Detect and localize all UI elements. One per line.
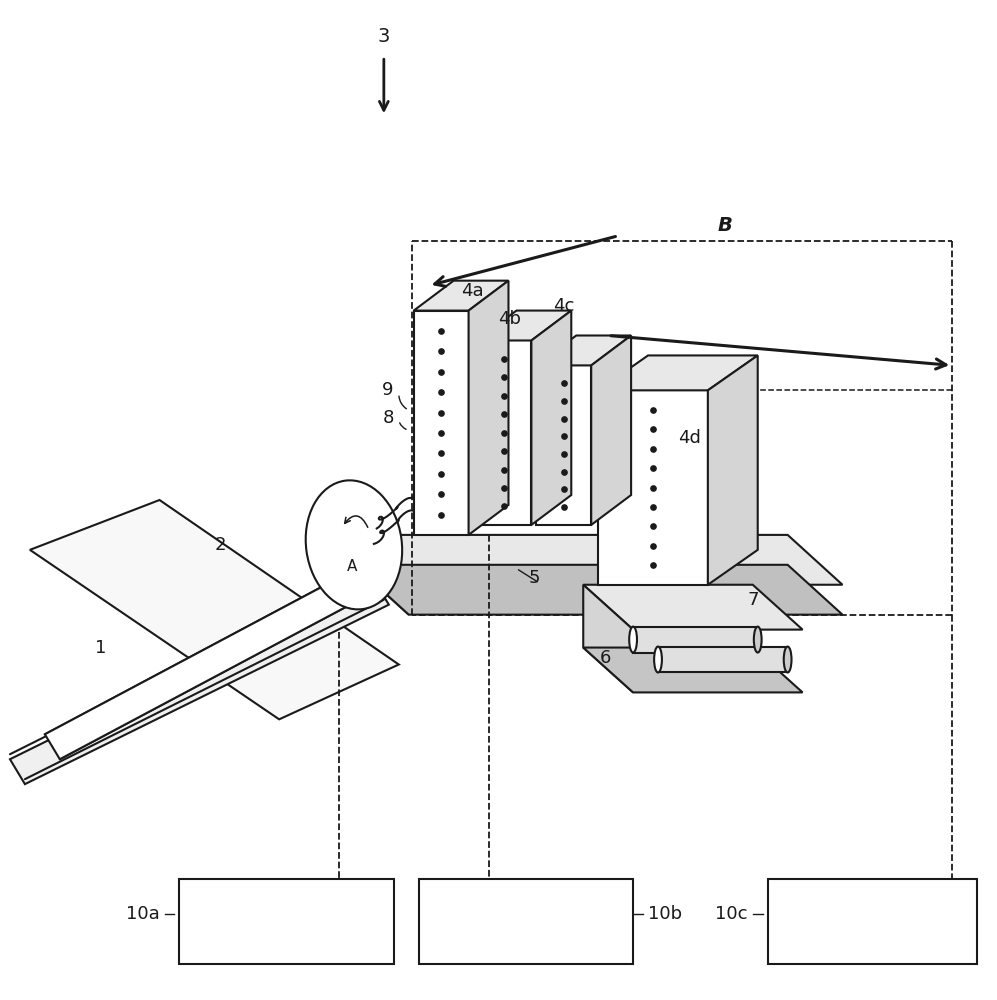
Ellipse shape (629, 627, 637, 653)
Polygon shape (633, 627, 758, 653)
Polygon shape (658, 647, 788, 672)
Polygon shape (30, 500, 399, 719)
Text: 4b: 4b (498, 310, 521, 328)
Polygon shape (477, 340, 531, 525)
Polygon shape (536, 335, 631, 365)
Text: 5: 5 (528, 569, 540, 587)
Polygon shape (708, 355, 758, 585)
Text: 10b: 10b (648, 905, 682, 923)
Text: 8: 8 (383, 409, 394, 427)
Polygon shape (414, 281, 508, 311)
Polygon shape (414, 311, 469, 535)
Text: 4a: 4a (461, 282, 484, 300)
Polygon shape (419, 879, 633, 964)
Ellipse shape (754, 627, 762, 653)
Polygon shape (531, 311, 571, 525)
Polygon shape (583, 585, 633, 692)
Ellipse shape (306, 480, 402, 609)
Text: A: A (347, 559, 357, 574)
Polygon shape (469, 281, 508, 535)
Text: 4d: 4d (678, 429, 701, 447)
Polygon shape (598, 390, 708, 585)
Polygon shape (598, 355, 758, 390)
Text: 7: 7 (748, 591, 760, 609)
Polygon shape (354, 565, 842, 615)
Polygon shape (536, 365, 591, 525)
Text: 4c: 4c (553, 297, 574, 315)
Ellipse shape (654, 647, 662, 672)
Text: 6: 6 (600, 649, 611, 667)
Polygon shape (583, 585, 803, 630)
Polygon shape (768, 879, 977, 964)
Polygon shape (354, 535, 409, 615)
Polygon shape (583, 648, 803, 692)
Ellipse shape (784, 647, 792, 672)
Text: 3: 3 (378, 27, 390, 46)
Text: B: B (718, 216, 733, 235)
Text: 10c: 10c (715, 905, 748, 923)
Polygon shape (10, 580, 389, 784)
Text: 10a: 10a (126, 905, 160, 923)
Text: 9: 9 (382, 381, 394, 399)
Polygon shape (477, 311, 571, 340)
Polygon shape (45, 570, 369, 759)
Polygon shape (354, 535, 842, 585)
Text: 2: 2 (214, 536, 226, 554)
Text: 1: 1 (95, 639, 106, 657)
Polygon shape (591, 335, 631, 525)
Polygon shape (179, 879, 394, 964)
